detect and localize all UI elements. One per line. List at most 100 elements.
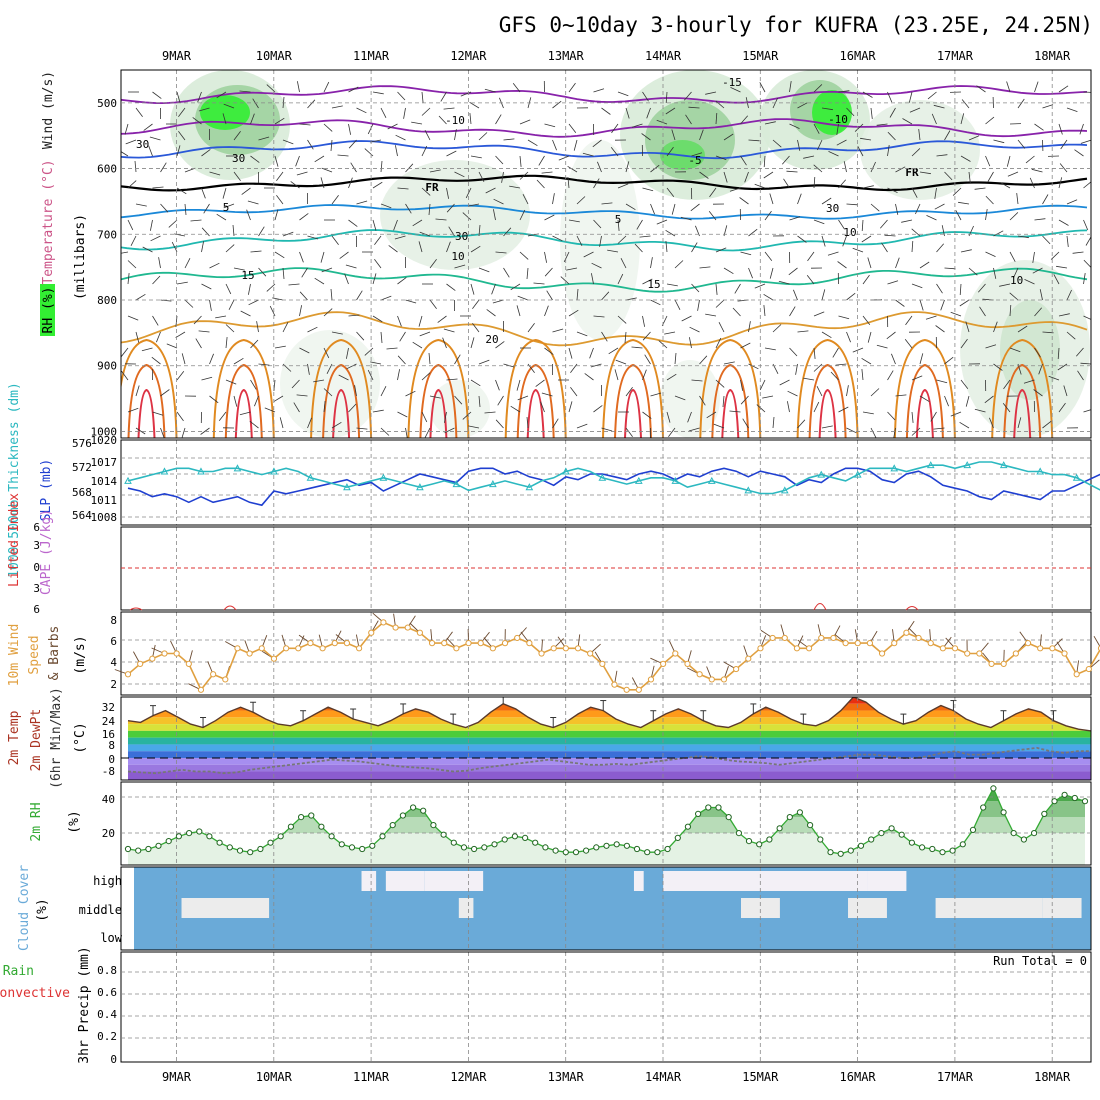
rh2m-marker xyxy=(959,841,966,848)
wind-barb xyxy=(127,407,139,413)
wind-barb xyxy=(446,283,456,291)
wind-barb xyxy=(918,129,921,141)
wind-barb xyxy=(424,130,431,141)
date-label-bottom: 9MAR xyxy=(162,1070,192,1084)
wind-barb xyxy=(1034,218,1046,221)
wind-barb xyxy=(887,131,896,141)
wind-barb xyxy=(639,235,651,238)
panel-border-wind xyxy=(120,611,1092,696)
date-label-bottom: 10MAR xyxy=(256,1070,293,1084)
wind-speed-line-marker xyxy=(416,629,423,636)
wind-barb xyxy=(944,130,951,141)
wind-barb xyxy=(1042,194,1049,205)
wind-barb xyxy=(225,283,232,295)
wind-barb xyxy=(348,219,358,227)
wind-barb xyxy=(495,419,504,429)
wind-barb xyxy=(440,91,447,102)
wind-barb xyxy=(307,326,318,333)
wind-barb xyxy=(854,123,864,132)
wind-barb xyxy=(715,283,718,295)
wind-barb xyxy=(591,262,602,269)
cloud-axis-label: Cloud Cover xyxy=(17,865,32,951)
wind-barb xyxy=(348,123,351,135)
warm-loop-inner xyxy=(915,388,934,438)
wind-barb xyxy=(331,105,343,109)
wind-barb xyxy=(944,267,956,270)
wind-barb xyxy=(241,187,251,195)
wind-barb xyxy=(348,314,360,317)
wind-barb xyxy=(250,339,259,349)
rh2m-marker xyxy=(338,841,345,848)
warm-loop-middle xyxy=(322,363,361,438)
wind-barb xyxy=(293,402,300,413)
wind-barb xyxy=(405,427,408,438)
wind-barb xyxy=(134,160,137,173)
rh2m-marker xyxy=(990,785,997,792)
wind-speed-line-marker xyxy=(635,686,642,693)
wind-barb xyxy=(486,309,496,317)
wind-barb xyxy=(884,234,896,237)
wind-barb xyxy=(681,315,692,322)
isotherm-label: 15 xyxy=(241,269,254,282)
wind-barb xyxy=(370,139,382,143)
wind-barb xyxy=(764,121,776,125)
warm-loop-outer xyxy=(121,338,178,438)
wind-barb xyxy=(723,133,734,141)
wind-barb xyxy=(592,139,602,148)
wind-barb xyxy=(127,180,137,189)
temp-band-5 xyxy=(128,730,1091,738)
isotherm-line-3 xyxy=(121,174,1088,192)
wind-barb xyxy=(861,357,872,365)
wind-barb xyxy=(919,299,924,311)
wind-barb xyxy=(350,162,357,173)
wind-barb xyxy=(732,307,741,317)
wind-barb xyxy=(952,187,962,196)
panel-border-temp xyxy=(120,696,1092,781)
wind-barb xyxy=(201,376,213,381)
wind-speed-line-marker xyxy=(720,676,728,683)
wind-barb xyxy=(723,171,728,183)
temp-band-7 xyxy=(128,744,1091,752)
wind-barb xyxy=(599,235,602,247)
wind-barb xyxy=(691,152,703,157)
wind-speed-line-marker xyxy=(708,676,715,683)
rh2m-marker xyxy=(949,847,956,854)
wind-barb xyxy=(299,305,302,317)
wind-barb xyxy=(961,99,970,109)
wind-barb xyxy=(290,181,300,189)
wind-barb xyxy=(307,417,312,429)
wind-barb xyxy=(484,88,496,93)
thickness-line-marker xyxy=(780,486,789,494)
wind-barb xyxy=(940,299,945,311)
wind-barb xyxy=(192,117,202,125)
wind-barb xyxy=(862,274,870,285)
wind-barb xyxy=(527,322,535,333)
wind-barb xyxy=(1092,332,1094,343)
wind-barb xyxy=(197,91,202,103)
wind-barb xyxy=(1083,409,1091,413)
wind-barb xyxy=(683,91,692,101)
wind-speed-line-marker xyxy=(246,650,253,657)
wind-barb xyxy=(158,257,161,269)
wind-barb xyxy=(597,161,602,173)
wind-barb xyxy=(233,171,241,182)
wind-speed-line-marker xyxy=(538,650,545,657)
pressure-panel-bg xyxy=(121,440,1091,525)
wind-barb xyxy=(152,186,164,189)
wind-barb xyxy=(936,283,943,294)
wind-barb xyxy=(665,241,668,253)
wind-barb xyxy=(642,315,645,327)
wind-barb xyxy=(201,149,211,157)
temp-band-9 xyxy=(128,757,1091,765)
rh2m-marker xyxy=(175,833,182,840)
wind-barb xyxy=(372,219,377,231)
wind-speed-line-marker xyxy=(611,681,618,688)
wind-barb xyxy=(744,171,749,183)
wind-barb xyxy=(685,114,692,125)
wind-speed-line-marker xyxy=(769,634,776,642)
wind-barb xyxy=(867,331,872,343)
temp-tick: 32 xyxy=(102,701,115,714)
wind-barb xyxy=(495,379,500,391)
stability-tick: 6 xyxy=(33,603,40,616)
wind-barb xyxy=(160,389,170,397)
